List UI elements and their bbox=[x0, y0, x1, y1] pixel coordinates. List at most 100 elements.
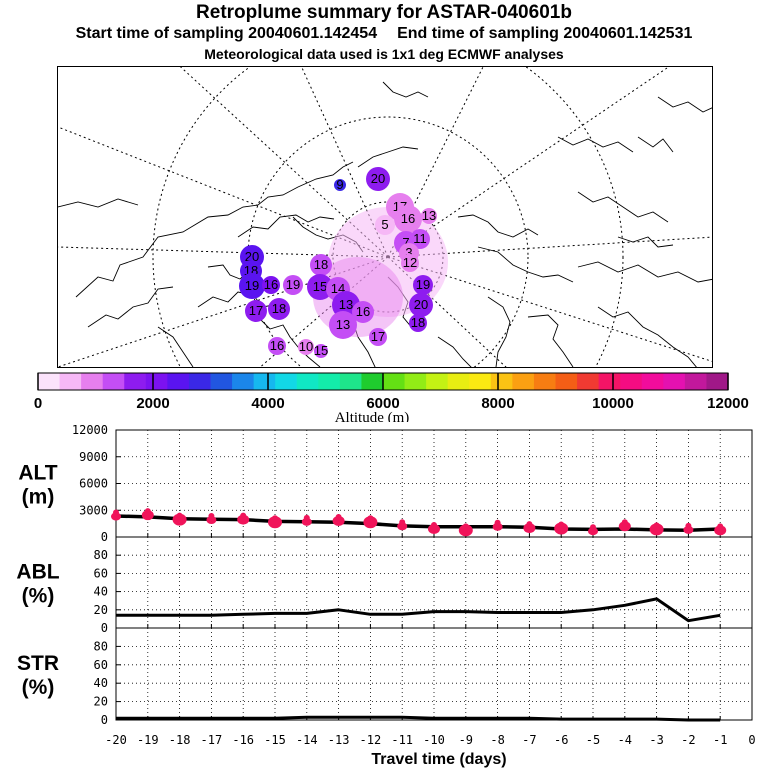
colorbar-swatch bbox=[469, 373, 492, 390]
plume-cluster: 12 bbox=[401, 254, 419, 272]
plume-cluster-label: 17 bbox=[371, 329, 385, 344]
x-tick-label: -2 bbox=[681, 733, 695, 747]
altitude-cluster-marker bbox=[526, 521, 533, 528]
colorbar-swatch bbox=[38, 373, 61, 390]
latitude-circle bbox=[152, 67, 624, 367]
x-tick-label: -9 bbox=[459, 733, 473, 747]
y-tick-label: 0 bbox=[101, 621, 108, 635]
x-tick-label: -20 bbox=[105, 733, 127, 747]
x-tick-label: -19 bbox=[137, 733, 159, 747]
plume-cluster: 18 bbox=[409, 314, 427, 332]
plume-cluster-circle bbox=[410, 229, 430, 249]
colorbar-swatch bbox=[620, 373, 643, 390]
plume-cluster-label: 15 bbox=[313, 279, 327, 294]
y-tick-label: 60 bbox=[94, 658, 108, 672]
map-graticule bbox=[58, 67, 712, 367]
x-tick-label: -8 bbox=[490, 733, 504, 747]
altitude-cluster-marker bbox=[113, 509, 119, 516]
plume-cluster-circle bbox=[375, 215, 395, 235]
colorbar-swatch bbox=[59, 373, 82, 390]
altitude-cluster-marker bbox=[653, 522, 660, 529]
x-tick-label: -3 bbox=[649, 733, 663, 747]
altitude-cluster-marker bbox=[176, 512, 183, 519]
panel-label: STR bbox=[17, 652, 59, 675]
plume-cluster: 15 bbox=[314, 343, 328, 358]
plume-cluster-circle bbox=[329, 311, 357, 339]
x-tick-label: -11 bbox=[391, 733, 413, 747]
series-line-abl bbox=[116, 597, 721, 623]
y-tick-label: 0 bbox=[101, 713, 108, 727]
colorbar-swatch bbox=[296, 373, 319, 390]
y-tick-label: 40 bbox=[94, 585, 108, 599]
x-tick-label: -6 bbox=[554, 733, 568, 747]
altitude-cluster-marker bbox=[172, 513, 187, 526]
plume-cluster-circle bbox=[239, 273, 265, 299]
colorbar-unit-label: Altitude (m) bbox=[335, 410, 410, 422]
colorbar-swatch bbox=[598, 373, 621, 390]
plume-cluster: 16 bbox=[352, 301, 374, 323]
plume-cluster-circle bbox=[245, 300, 267, 322]
plume-cluster-circle bbox=[352, 301, 374, 323]
plume-cluster: 13 bbox=[421, 208, 437, 224]
x-tick-label: -14 bbox=[296, 733, 318, 747]
start-time-label: Start time of sampling 20040601.142454 bbox=[75, 25, 378, 42]
plume-cluster-label: 10 bbox=[299, 339, 313, 354]
y-tick-label: 0 bbox=[101, 530, 108, 544]
colorbar-swatch bbox=[447, 373, 470, 390]
y-tick-label: 20 bbox=[94, 603, 108, 617]
meridian-line bbox=[179, 67, 389, 258]
plume-cluster-circle bbox=[409, 293, 433, 317]
colorbar-tick-label: 0 bbox=[34, 395, 42, 412]
plume-cluster: 19 bbox=[283, 275, 303, 295]
plume-cluster-label: 11 bbox=[413, 231, 427, 246]
x-tick-label: -7 bbox=[522, 733, 536, 747]
panel-label: (m) bbox=[22, 486, 55, 509]
plume-cluster: 17 bbox=[245, 300, 267, 322]
plume-cluster: 16 bbox=[268, 337, 286, 355]
colorbar-swatch bbox=[577, 373, 600, 390]
colorbar-swatch bbox=[167, 373, 190, 390]
colorbar-tick-label: 6000 bbox=[366, 395, 399, 412]
x-tick-label: -1 bbox=[713, 733, 727, 747]
meridian-line bbox=[259, 256, 389, 367]
colorbar-swatch bbox=[706, 373, 729, 390]
colorbar-swatch bbox=[383, 373, 406, 390]
altitude-cluster-marker bbox=[335, 513, 342, 520]
plume-cluster-label: 16 bbox=[401, 211, 415, 226]
colorbar-swatch bbox=[253, 373, 276, 390]
figure-title: Retroplume summary for ASTAR-040601b bbox=[196, 2, 572, 23]
y-tick-label: 60 bbox=[94, 566, 108, 580]
colorbar-tick-label: 12000 bbox=[707, 395, 749, 412]
altitude-cluster-marker bbox=[111, 512, 121, 521]
panel-alt: 0 3000 6000 9000 12000 ALT(m) bbox=[18, 423, 753, 544]
plume-cluster-label: 17 bbox=[249, 303, 263, 318]
plume-cluster: 19 bbox=[413, 275, 433, 295]
panel-label: ALT bbox=[18, 462, 57, 485]
colorbar-swatch bbox=[124, 373, 147, 390]
panel-group: 030006000900012000ALT(m)020406080ABL(%)0… bbox=[16, 423, 755, 768]
colorbar-swatch bbox=[188, 373, 212, 390]
plume-cluster-circle bbox=[262, 276, 280, 294]
colorbar-swatch bbox=[684, 373, 708, 390]
y-tick-label: 40 bbox=[94, 676, 108, 690]
colorbar-swatch bbox=[641, 373, 664, 390]
altitude-cluster-marker bbox=[240, 512, 247, 519]
plume-cluster-circle bbox=[421, 208, 437, 224]
altitude-cluster-marker bbox=[494, 519, 501, 526]
x-tick-label: -17 bbox=[201, 733, 223, 747]
colorbar-swatch bbox=[490, 373, 513, 390]
y-tick-label: 80 bbox=[94, 548, 108, 562]
plume-cluster-label: 12 bbox=[403, 255, 417, 270]
altitude-cluster-marker bbox=[458, 524, 473, 537]
altitude-cluster-marker bbox=[301, 517, 312, 526]
x-tick-label: -15 bbox=[264, 733, 286, 747]
panel-label: (%) bbox=[22, 676, 55, 699]
x-tick-label: -16 bbox=[232, 733, 254, 747]
plume-cluster: 10 bbox=[298, 339, 314, 355]
plume-cluster-circle bbox=[310, 254, 332, 276]
y-tick-label: 80 bbox=[94, 639, 108, 653]
